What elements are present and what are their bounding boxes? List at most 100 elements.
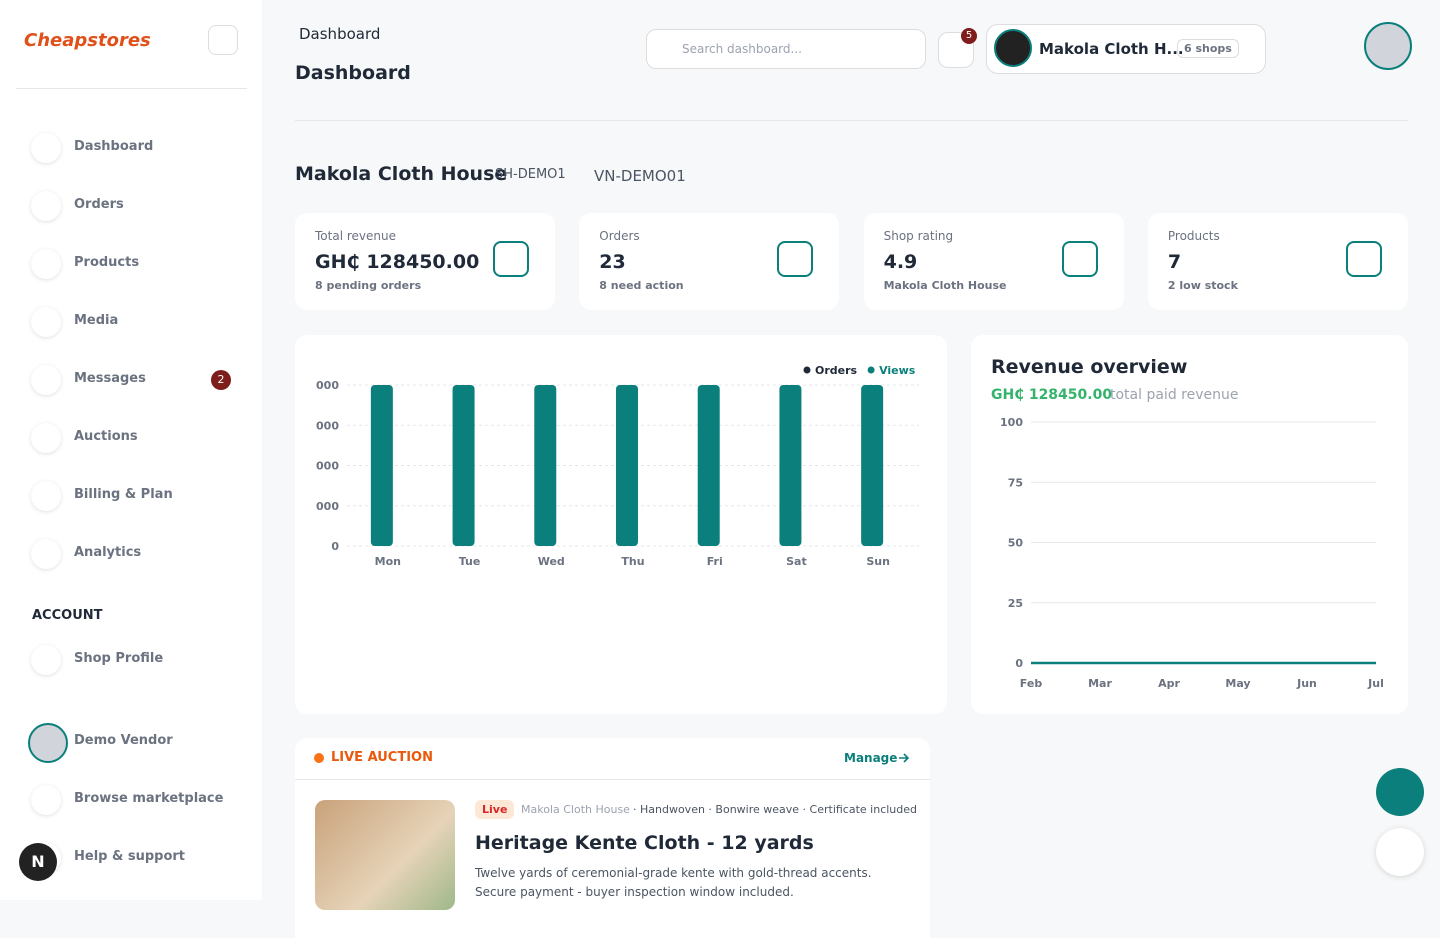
bar [452, 385, 475, 546]
page-title: Dashboard [295, 62, 411, 84]
legend-swatch [867, 366, 875, 374]
auction-description: Twelve yards of ceremonial-grade kente w… [475, 866, 872, 899]
auction-image[interactable] [315, 800, 455, 910]
stat-value: GH₵ 128450.00 [315, 251, 480, 273]
page: Cheapstores Dashboard Orders Products Media… [0, 0, 1424, 910]
status-badge: Live [475, 800, 515, 819]
nav-item[interactable]: Analytics [74, 545, 142, 560]
y-tick-label: 000 [316, 500, 339, 513]
stat-card: Total revenue GH₵ 128450.00 8 pending orde… [295, 213, 555, 310]
bar [861, 385, 884, 546]
x-tick-label: Thu [621, 555, 644, 568]
nav-item[interactable]: Messages [74, 371, 146, 386]
stat-icon [493, 241, 529, 277]
x-tick-label: Fri [707, 555, 723, 568]
bar [370, 385, 393, 546]
nav-icon [31, 423, 61, 453]
nav-item[interactable]: Products [74, 255, 140, 270]
nav-item[interactable]: Dashboard [74, 139, 154, 154]
x-tick-label: Tue [459, 555, 481, 568]
stat-label: Products [1167, 229, 1220, 243]
nav-item[interactable]: Billing & Plan [74, 487, 173, 502]
auction-card: LIVE AUCTION Manage Live Makola Cloth Ho… [295, 738, 930, 938]
shop-id: SH-DEMO1 [495, 167, 566, 182]
legend-swatch [803, 366, 811, 374]
search[interactable]: Search dashboard... [646, 29, 926, 69]
brand[interactable]: Cheapstores [24, 30, 151, 51]
breadcrumb: Dashboard [299, 25, 381, 43]
shop-title: Makola Cloth House [295, 163, 508, 185]
y-tick-label: 50 [1008, 537, 1024, 550]
y-tick-label: 75 [1008, 476, 1023, 489]
nav-icon [31, 249, 61, 279]
legend-label[interactable]: Orders [815, 364, 858, 377]
nav-badge: 2 [211, 370, 231, 390]
nav-icon [31, 191, 61, 221]
nav-icon [31, 307, 61, 337]
shop-logo [994, 29, 1032, 67]
nav-item[interactable]: Orders [74, 197, 124, 212]
arrow-icon [899, 753, 910, 763]
search-placeholder: Search dashboard... [682, 42, 802, 56]
shop-switcher[interactable]: Makola Cloth H... 6 shops [986, 24, 1266, 74]
bar [616, 385, 638, 546]
sidebar: Cheapstores Dashboard Orders Products Media… [0, 0, 262, 900]
profile-avatar[interactable] [1364, 22, 1412, 70]
stat-note: 2 low stock [1167, 279, 1238, 292]
legend-label[interactable]: Views [879, 364, 916, 377]
nav-icon [31, 133, 61, 163]
auction-shop: Makola Cloth House [521, 803, 630, 816]
section-heading: ACCOUNT [32, 608, 103, 623]
x-tick-label: Mar [1088, 677, 1112, 690]
nav-icon [31, 539, 61, 569]
stat-note: 8 need action [599, 279, 684, 292]
manage-link[interactable]: Manage [844, 751, 898, 765]
auction-tags: · Handwoven · Bonwire weave · Certificat… [633, 803, 918, 816]
y-tick-label: 000 [316, 419, 339, 432]
stat-value: 4.9 [883, 251, 918, 273]
y-tick-label: 25 [1008, 597, 1023, 610]
stat-card: Shop rating 4.9 Makola Cloth House [863, 213, 1124, 310]
stat-label: Total revenue [315, 229, 396, 243]
auction-title[interactable]: Heritage Kente Cloth - 12 yards [475, 832, 814, 854]
nav-item[interactable]: Browse marketplace [74, 791, 224, 806]
sidebar-toggle[interactable] [208, 25, 238, 55]
notification-badge: 5 [961, 28, 977, 44]
x-tick-label: Feb [1020, 677, 1043, 690]
vendor-id: VN-DEMO01 [594, 167, 686, 185]
user-name[interactable]: Demo Vendor [74, 733, 173, 748]
nav-icon [31, 785, 61, 815]
shop-count: 6 shops [1177, 39, 1239, 58]
revenue-chart: 0 25 50 75 100 Feb Mar Apr May Jun Jul [1000, 416, 1384, 690]
y-tick-label: 100 [1000, 416, 1023, 429]
nav-icon [31, 365, 61, 395]
feedback-button[interactable] [1376, 828, 1424, 876]
revenue-note: total paid revenue [1110, 387, 1239, 403]
revenue-total: GH₵ 128450.00 [991, 387, 1113, 403]
bar [779, 385, 802, 546]
nav-item[interactable]: Media [74, 313, 119, 328]
stat-note: 8 pending orders [315, 279, 422, 292]
activity-card: 0 000 000 000 000 Mon Tue Wed Thu Fri Sat Sun Orders… [295, 335, 947, 714]
y-tick-label: 0 [1015, 657, 1023, 670]
live-dot [314, 753, 324, 763]
x-tick-label: Mon [375, 555, 401, 568]
stat-card: Orders 23 8 need action [579, 213, 840, 310]
floating-avatar[interactable]: N [19, 843, 57, 881]
y-tick-label: 0 [331, 540, 339, 553]
shop-name: Makola Cloth H... [1039, 40, 1184, 58]
nav-item[interactable]: Shop Profile [74, 651, 164, 666]
stat-label: Shop rating [883, 229, 954, 243]
nav-item[interactable]: Help & support [74, 849, 186, 864]
stat-value: 23 [599, 251, 626, 273]
x-tick-label: May [1225, 677, 1250, 690]
nav-icon [31, 645, 61, 675]
divider [295, 120, 1408, 121]
x-tick-label: Wed [538, 555, 565, 568]
bar [534, 385, 557, 546]
nav-item[interactable]: Auctions [74, 429, 138, 444]
stat-note: Makola Cloth House [883, 279, 1007, 292]
stat-card: Products 7 2 low stock [1147, 213, 1408, 310]
nav-icon [31, 481, 61, 511]
chat-button[interactable] [1376, 768, 1424, 816]
